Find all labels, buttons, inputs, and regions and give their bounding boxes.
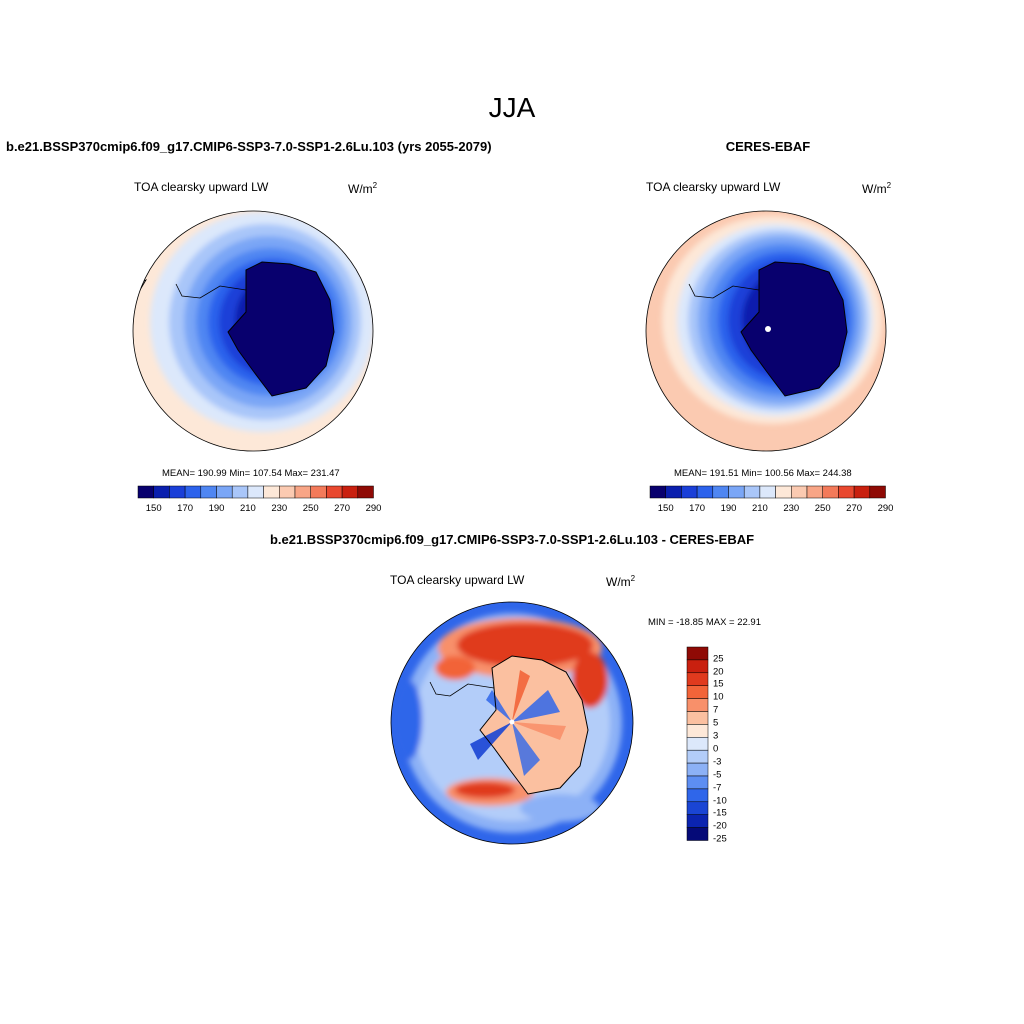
left-colorbar-swatch — [200, 485, 217, 499]
left-colorbar-swatch — [294, 485, 311, 499]
diff-colorbar-swatch — [686, 659, 709, 674]
diff-polar-map — [390, 601, 634, 845]
diff-colorbar-swatch — [686, 646, 709, 661]
right-variable-label: TOA clearsky upward LW — [646, 180, 781, 194]
diff-variable-label: TOA clearsky upward LW — [390, 573, 525, 587]
right-colorbar-swatch — [759, 485, 776, 499]
diff-colorbar-swatch — [686, 749, 709, 764]
left-colorbar-tick-label: 210 — [239, 503, 256, 514]
left-colorbar-swatch — [153, 485, 170, 499]
left-colorbar-labels: 150 170 190 210 230 250 270 290 — [0, 503, 1024, 517]
right-colorbar-swatch — [822, 485, 839, 499]
diff-colorbar-swatch — [686, 698, 709, 712]
right-polar-map — [645, 210, 887, 452]
diff-colorbar-tick-label: -15 — [713, 807, 727, 819]
right-colorbar-swatch — [775, 485, 792, 499]
left-stats: MEAN= 190.99 Min= 107.54 Max= 231.47 — [162, 468, 340, 479]
left-colorbar-tick-label: 230 — [271, 503, 288, 514]
diff-stats: MIN = -18.85 MAX = 22.91 — [648, 617, 762, 628]
left-colorbar-tick-label: 290 — [365, 503, 382, 514]
left-colorbar-swatch — [231, 485, 249, 499]
left-panel-title: b.e21.BSSP370cmip6.f09_g17.CMIP6-SSP3-7.… — [6, 139, 492, 154]
diff-units-label: W/m2 — [606, 574, 636, 589]
diff-colorbar-tick-label: 0 — [713, 743, 719, 755]
diff-colorbar-tick-label: 10 — [713, 691, 724, 703]
diff-colorbar — [686, 646, 709, 841]
right-units-label: W/m2 — [862, 181, 892, 196]
left-colorbar-swatch — [341, 485, 359, 499]
left-colorbar-swatch — [247, 485, 264, 499]
left-polar-map — [132, 210, 374, 452]
left-colorbar-swatch — [263, 485, 280, 499]
left-variable-label: TOA clearsky upward LW — [134, 180, 269, 194]
right-colorbar-swatch — [791, 485, 808, 499]
diff-colorbar-swatch — [686, 724, 709, 738]
right-colorbar-swatch — [853, 485, 871, 499]
left-colorbar-tick-label: 250 — [302, 503, 319, 514]
diff-colorbar-tick-label: -3 — [713, 756, 722, 768]
diff-colorbar-swatch — [686, 762, 709, 777]
left-colorbar-tick-label: 170 — [177, 503, 194, 514]
diff-colorbar-swatch — [686, 672, 709, 686]
left-colorbar-swatch — [357, 485, 374, 499]
diff-colorbar-tick-label: 15 — [713, 678, 724, 690]
diff-colorbar-tick-label: 20 — [713, 666, 724, 677]
left-colorbar-swatch — [169, 485, 186, 499]
right-colorbar-swatch — [649, 485, 666, 499]
diff-colorbar-tick-label: -7 — [713, 782, 722, 794]
right-colorbar-swatch — [681, 485, 698, 499]
diff-colorbar-tick-label: 5 — [713, 717, 719, 729]
right-stats: MEAN= 191.51 Min= 100.56 Max= 244.38 — [674, 468, 852, 479]
right-colorbar-swatch — [806, 485, 823, 499]
right-colorbar — [649, 485, 886, 499]
right-colorbar-tick-label: 150 — [657, 503, 674, 514]
diff-colorbar-tick-label: -20 — [713, 820, 727, 832]
left-colorbar-swatch — [216, 485, 233, 499]
right-colorbar-tick-label: 190 — [720, 503, 737, 514]
diff-colorbar-swatch — [686, 711, 709, 725]
figure-title: JJA — [488, 92, 536, 123]
diff-colorbar-tick-label: -5 — [713, 769, 722, 781]
right-colorbar-tick-label: 250 — [814, 503, 831, 514]
left-colorbar-swatch — [310, 485, 327, 499]
right-colorbar-tick-label: 210 — [751, 503, 768, 514]
diff-colorbar-swatch — [686, 814, 709, 828]
left-colorbar-swatch — [137, 485, 154, 499]
diff-colorbar-tick-label: 25 — [713, 653, 724, 665]
left-units-label: W/m2 — [348, 181, 378, 196]
diff-colorbar-tick-label: -10 — [713, 795, 727, 806]
left-colorbar-tick-label: 190 — [208, 503, 225, 514]
right-colorbar-swatch — [838, 485, 855, 499]
left-colorbar — [137, 485, 374, 499]
right-colorbar-tick-label: 230 — [783, 503, 800, 514]
diff-colorbar-tick-label: 7 — [713, 704, 719, 716]
diff-panel-title: b.e21.BSSP370cmip6.f09_g17.CMIP6-SSP3-7.… — [269, 532, 755, 547]
right-colorbar-labels: 150 170 190 210 230 250 270 290 — [0, 503, 1024, 517]
diff-colorbar-swatch — [686, 685, 709, 699]
right-colorbar-tick-label: 290 — [877, 503, 894, 514]
right-colorbar-tick-label: 270 — [846, 503, 863, 514]
diff-colorbar-swatch — [686, 827, 709, 841]
diff-colorbar-swatch — [686, 775, 709, 790]
right-colorbar-tick-label: 170 — [689, 503, 706, 514]
left-colorbar-tick-label: 270 — [334, 503, 351, 514]
left-colorbar-swatch — [279, 485, 296, 499]
left-colorbar-swatch — [184, 485, 202, 499]
right-panel-title: CERES-EBAF — [725, 139, 811, 154]
left-colorbar-swatch — [326, 485, 343, 499]
diff-colorbar-tick-label: 3 — [713, 730, 719, 742]
diff-colorbar-tick-label: -25 — [713, 833, 727, 845]
left-colorbar-tick-label: 150 — [145, 503, 162, 514]
diff-colorbar-labels: 25 20 15 10 7 5 3 0 -3 -5 -7 -10 -15 -20 -25 — [713, 0, 753, 1024]
diff-colorbar-swatch — [686, 801, 709, 815]
right-colorbar-swatch — [869, 485, 886, 499]
diff-colorbar-swatch — [686, 737, 709, 751]
right-colorbar-swatch — [696, 485, 714, 499]
diff-colorbar-swatch — [686, 788, 709, 803]
right-colorbar-swatch — [665, 485, 682, 499]
